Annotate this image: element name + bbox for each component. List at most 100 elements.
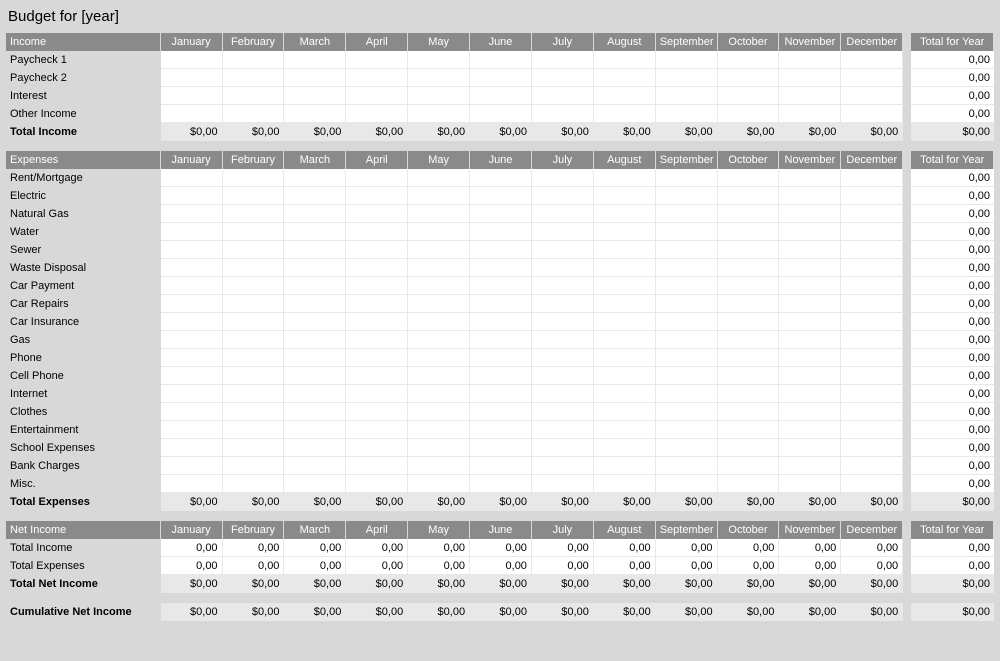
data-cell[interactable] [284, 69, 346, 87]
data-cell[interactable] [718, 69, 780, 87]
data-cell[interactable] [346, 205, 408, 223]
data-cell[interactable] [408, 277, 470, 295]
data-cell[interactable] [718, 277, 780, 295]
data-cell[interactable] [223, 457, 285, 475]
data-cell[interactable] [161, 403, 223, 421]
data-cell[interactable]: $0,00 [594, 493, 656, 511]
data-cell[interactable]: $0,00 [408, 603, 470, 621]
data-cell[interactable] [346, 87, 408, 105]
data-cell[interactable] [161, 205, 223, 223]
data-cell[interactable] [594, 223, 656, 241]
data-cell[interactable] [470, 403, 532, 421]
data-cell[interactable]: $0,00 [470, 603, 532, 621]
data-cell[interactable] [284, 475, 346, 493]
data-cell[interactable] [284, 457, 346, 475]
data-cell[interactable] [656, 223, 718, 241]
data-cell[interactable]: $0,00 [594, 575, 656, 593]
data-cell[interactable] [470, 349, 532, 367]
data-cell[interactable] [532, 367, 594, 385]
data-cell[interactable] [594, 349, 656, 367]
data-cell[interactable] [532, 87, 594, 105]
data-cell[interactable]: $0,00 [470, 123, 532, 141]
data-cell[interactable] [223, 69, 285, 87]
data-cell[interactable] [470, 259, 532, 277]
data-cell[interactable] [779, 87, 841, 105]
data-cell[interactable] [408, 259, 470, 277]
data-cell[interactable] [470, 457, 532, 475]
data-cell[interactable] [594, 313, 656, 331]
data-cell[interactable]: $0,00 [532, 123, 594, 141]
data-cell[interactable] [656, 169, 718, 187]
data-cell[interactable] [223, 439, 285, 457]
data-cell[interactable] [656, 105, 718, 123]
data-cell[interactable]: $0,00 [779, 123, 841, 141]
data-cell[interactable] [408, 367, 470, 385]
data-cell[interactable] [656, 205, 718, 223]
data-cell[interactable] [841, 223, 903, 241]
data-cell[interactable]: $0,00 [470, 575, 532, 593]
data-cell[interactable] [656, 187, 718, 205]
data-cell[interactable] [594, 475, 656, 493]
data-cell[interactable] [841, 421, 903, 439]
data-cell[interactable] [779, 69, 841, 87]
data-cell[interactable] [594, 403, 656, 421]
data-cell[interactable] [594, 69, 656, 87]
data-cell[interactable] [408, 403, 470, 421]
data-cell[interactable]: 0,00 [779, 557, 841, 575]
data-cell[interactable] [284, 105, 346, 123]
data-cell[interactable] [161, 169, 223, 187]
data-cell[interactable] [161, 313, 223, 331]
data-cell[interactable] [779, 51, 841, 69]
data-cell[interactable] [408, 205, 470, 223]
data-cell[interactable] [532, 105, 594, 123]
data-cell[interactable]: $0,00 [841, 493, 903, 511]
data-cell[interactable] [779, 367, 841, 385]
data-cell[interactable] [841, 475, 903, 493]
data-cell[interactable] [779, 105, 841, 123]
data-cell[interactable] [779, 313, 841, 331]
data-cell[interactable] [656, 349, 718, 367]
data-cell[interactable] [656, 439, 718, 457]
data-cell[interactable] [532, 439, 594, 457]
data-cell[interactable] [718, 331, 780, 349]
data-cell[interactable] [470, 205, 532, 223]
data-cell[interactable] [223, 421, 285, 439]
data-cell[interactable] [161, 457, 223, 475]
data-cell[interactable]: $0,00 [284, 493, 346, 511]
data-cell[interactable] [779, 403, 841, 421]
data-cell[interactable] [346, 439, 408, 457]
data-cell[interactable] [223, 313, 285, 331]
data-cell[interactable] [841, 169, 903, 187]
data-cell[interactable] [161, 51, 223, 69]
data-cell[interactable] [594, 87, 656, 105]
data-cell[interactable]: 0,00 [470, 539, 532, 557]
data-cell[interactable] [284, 241, 346, 259]
data-cell[interactable] [532, 169, 594, 187]
data-cell[interactable] [284, 87, 346, 105]
data-cell[interactable] [346, 421, 408, 439]
data-cell[interactable] [718, 105, 780, 123]
data-cell[interactable] [470, 87, 532, 105]
data-cell[interactable] [841, 87, 903, 105]
data-cell[interactable] [594, 421, 656, 439]
data-cell[interactable] [532, 69, 594, 87]
data-cell[interactable] [718, 223, 780, 241]
data-cell[interactable]: 0,00 [223, 557, 285, 575]
data-cell[interactable] [656, 457, 718, 475]
data-cell[interactable]: $0,00 [346, 493, 408, 511]
data-cell[interactable] [470, 69, 532, 87]
data-cell[interactable] [841, 331, 903, 349]
data-cell[interactable] [223, 187, 285, 205]
data-cell[interactable]: 0,00 [841, 557, 903, 575]
data-cell[interactable] [408, 331, 470, 349]
data-cell[interactable]: $0,00 [284, 123, 346, 141]
data-cell[interactable]: $0,00 [841, 123, 903, 141]
data-cell[interactable] [161, 69, 223, 87]
data-cell[interactable] [470, 295, 532, 313]
data-cell[interactable] [594, 277, 656, 295]
data-cell[interactable] [470, 51, 532, 69]
data-cell[interactable] [408, 51, 470, 69]
data-cell[interactable] [284, 421, 346, 439]
data-cell[interactable]: $0,00 [656, 575, 718, 593]
data-cell[interactable] [532, 295, 594, 313]
